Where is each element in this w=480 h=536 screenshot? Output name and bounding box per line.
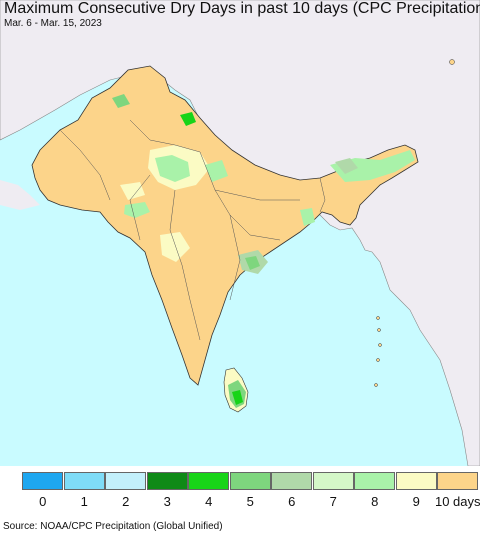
legend: 0 1 2 3 4 5 6 7 8 9 10 days — [0, 466, 480, 518]
patch-dry-6b — [335, 158, 358, 174]
patch-dry-9c — [120, 182, 145, 200]
legend-swatch — [312, 472, 354, 490]
patch-srilanka-4 — [232, 390, 243, 405]
patch-dry-8d — [330, 150, 415, 182]
legend-swatch — [395, 472, 437, 490]
legend-label: 6 — [288, 494, 296, 509]
legend-label: 7 — [329, 494, 337, 509]
legend-label: 1 — [80, 494, 88, 509]
legend-label: 2 — [122, 494, 130, 509]
legend-swatch — [146, 472, 188, 490]
legend-label: 5 — [246, 494, 254, 509]
date-range: Mar. 6 - Mar. 15, 2023 — [4, 18, 102, 29]
legend-swatch — [63, 472, 105, 490]
patch-dry-8b — [124, 202, 150, 218]
legend-swatch — [188, 472, 229, 490]
map-title: Maximum Consecutive Dry Days in past 10 … — [4, 0, 480, 17]
dry-days-map — [0, 0, 480, 466]
patch-dry-8 — [155, 155, 190, 182]
legend-label: 4 — [205, 494, 213, 509]
legend-swatch — [22, 472, 63, 490]
south-asia-region — [31, 65, 419, 386]
patch-dry-9b — [160, 232, 190, 262]
patch-dry-5 — [245, 256, 260, 270]
legend-swatch — [354, 472, 395, 490]
legend-label: 10 days — [434, 494, 480, 509]
legend-label: 3 — [163, 494, 171, 509]
legend-swatch — [271, 472, 312, 490]
legend-swatch — [105, 472, 146, 490]
patch-dry-4 — [180, 112, 196, 126]
patch-dry-8e — [205, 160, 228, 182]
legend-swatch — [229, 472, 271, 490]
admin-borders — [59, 119, 326, 341]
patch-dry-5b — [112, 94, 130, 108]
legend-label: 0 — [39, 494, 47, 509]
legend-label: 8 — [371, 494, 379, 509]
patch-dry-8c — [300, 208, 315, 226]
legend-swatch — [437, 472, 478, 490]
legend-label: 9 — [412, 494, 420, 509]
source-note: Source: NOAA/CPC Precipitation (Global U… — [3, 521, 223, 532]
andaman-islands — [374, 59, 455, 387]
arabian-coast — [0, 180, 40, 210]
